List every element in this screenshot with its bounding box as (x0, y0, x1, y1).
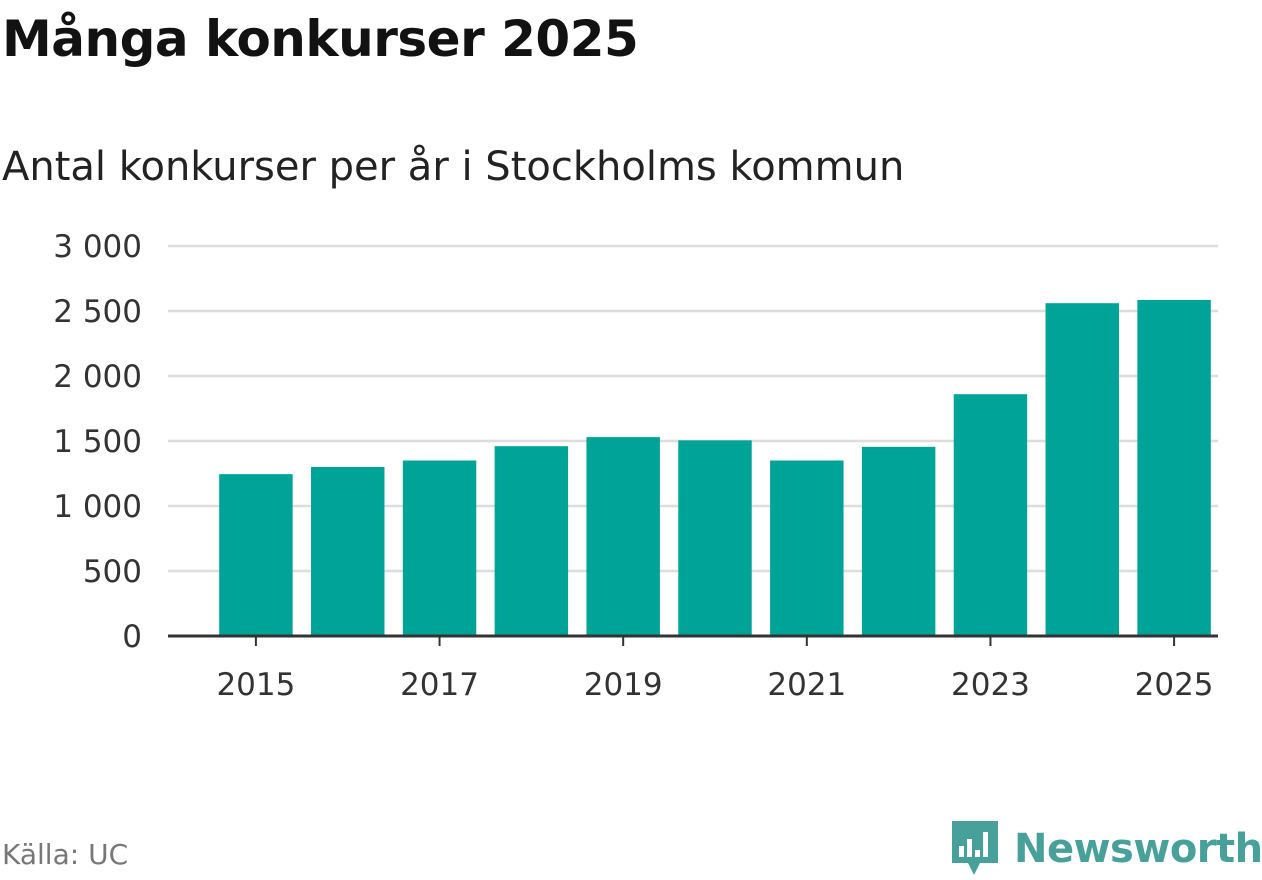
bar-2022 (861, 446, 936, 636)
brand-logo: Newsworthy (950, 818, 1262, 880)
bar-2015 (219, 474, 293, 636)
y-tick-label: 2 500 (53, 294, 142, 330)
axes: 0 500 1 000 1 500 2 000 2 500 3 000 2015 2017 201… (53, 229, 1218, 703)
bar-2016 (311, 467, 385, 636)
y-tick-label: 2 000 (53, 359, 142, 395)
y-tick-label: 0 (122, 619, 142, 655)
y-tick-label: 1 000 (53, 489, 142, 525)
y-tick-label: 3 000 (53, 229, 142, 265)
x-tick-label: 2017 (400, 667, 479, 703)
bar-chart-logo-icon (952, 821, 998, 875)
bar-chart: 0 500 1 000 1 500 2 000 2 500 3 000 2015 2017 201… (53, 229, 1218, 703)
brand-name: Newsworthy (1014, 826, 1262, 872)
bar-2020 (678, 440, 752, 636)
x-tick-label: 2021 (767, 667, 846, 703)
bar-2019 (586, 437, 660, 636)
bar-2025 (1137, 299, 1211, 636)
y-tick-label: 500 (83, 554, 142, 590)
bars (219, 299, 1211, 636)
bar-2017 (402, 460, 477, 636)
bar-2018 (494, 446, 569, 636)
x-tick-label: 2019 (584, 667, 663, 703)
bar-2021 (770, 460, 844, 636)
source-note: Källa: UC (2, 838, 129, 871)
x-tick-label: 2015 (216, 667, 295, 703)
chart-title: Många konkurser 2025 (2, 10, 639, 68)
chart-subtitle: Antal konkurser per år i Stockholms komm… (2, 144, 905, 190)
bar-2024 (1045, 303, 1119, 636)
x-tick-label: 2025 (1135, 667, 1214, 703)
bar-2023 (953, 394, 1028, 636)
y-tick-label: 1 500 (53, 424, 142, 460)
x-tick-label: 2023 (951, 667, 1030, 703)
